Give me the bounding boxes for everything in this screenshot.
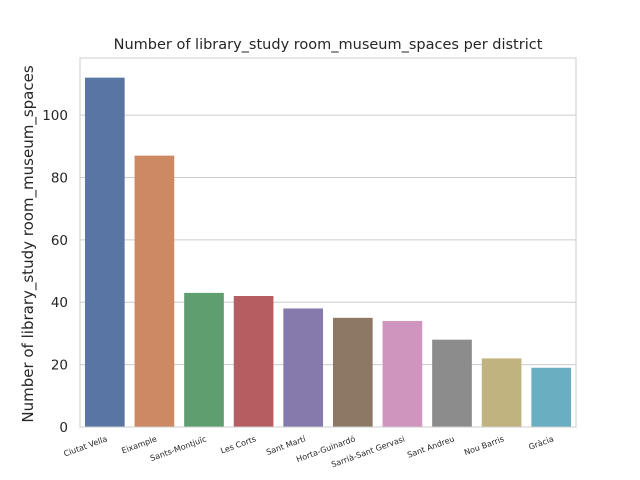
bar — [283, 308, 324, 427]
bar — [233, 295, 274, 427]
y-tick-labels: 0 20 40 60 80 100 — [42, 108, 68, 436]
bar — [432, 339, 472, 427]
y-axis-label: Number of library_study room_museum_spac… — [19, 65, 38, 422]
y-tick-label: 60 — [51, 233, 68, 249]
y-tick-label: 0 — [59, 420, 68, 436]
y-tick-label: 100 — [42, 108, 68, 124]
chart-title: Number of library_study room_museum_spac… — [114, 37, 543, 53]
y-tick-label: 80 — [51, 170, 68, 186]
plot-area-frame — [79, 57, 577, 428]
y-tick-label: 40 — [51, 295, 68, 311]
bar — [84, 77, 125, 428]
bar — [481, 358, 522, 427]
bar — [184, 292, 224, 427]
bar — [332, 317, 373, 427]
bar — [382, 320, 423, 427]
bar — [531, 367, 572, 427]
bar — [134, 155, 175, 427]
y-tick-label: 20 — [51, 358, 68, 374]
bars — [84, 77, 572, 428]
